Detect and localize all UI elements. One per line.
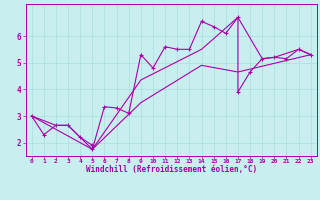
X-axis label: Windchill (Refroidissement éolien,°C): Windchill (Refroidissement éolien,°C) [86, 165, 257, 174]
